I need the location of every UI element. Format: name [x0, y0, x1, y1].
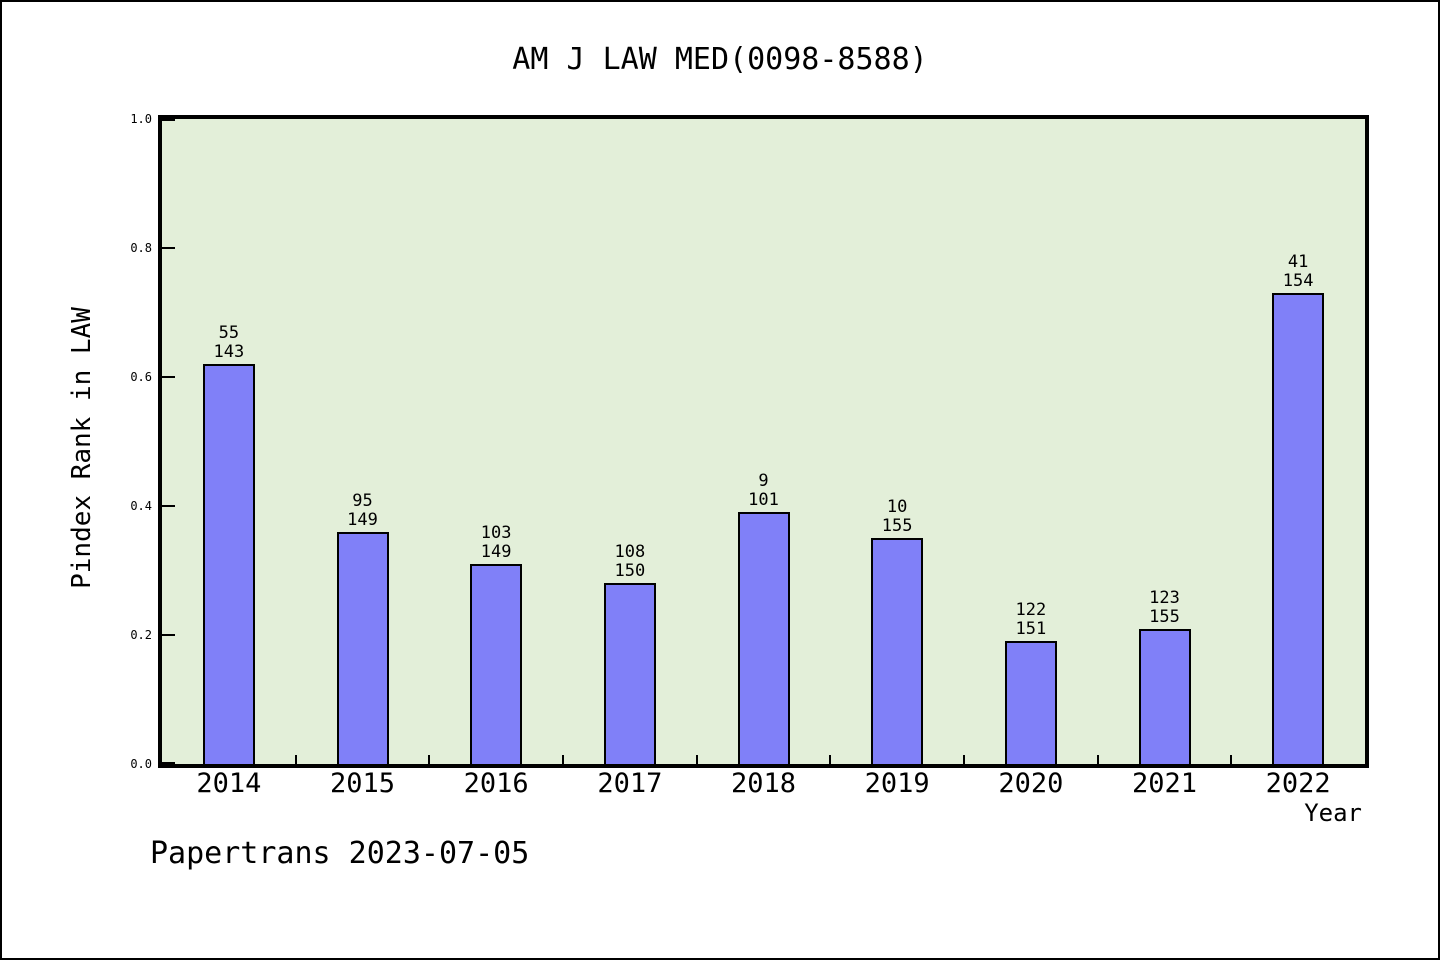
bar	[603, 583, 656, 764]
bar-total-value: 155	[1149, 607, 1180, 627]
x-axis-tick	[963, 755, 965, 764]
x-tick-label: 2018	[730, 768, 797, 799]
bar-value-label: 41 154	[1228, 253, 1368, 291]
bar	[871, 538, 924, 764]
bar-total-value: 150	[614, 561, 646, 581]
y-axis-tick	[162, 376, 175, 378]
bar-total-value: 143	[213, 342, 245, 362]
bar-total-value: 101	[748, 490, 779, 510]
bar	[336, 532, 389, 764]
bar	[1004, 641, 1057, 764]
y-tick-label: 0.6	[130, 370, 152, 384]
bar-value-label: 123 155	[1095, 589, 1235, 627]
bar-value-label: 95 149	[293, 492, 433, 530]
x-tick-label: 2016	[463, 768, 529, 799]
y-tick-label: 0.0	[130, 757, 152, 771]
x-tick-label: 2020	[998, 768, 1064, 799]
x-axis-tick	[562, 755, 564, 764]
bar-rank-value: 108	[614, 542, 646, 562]
y-tick-label: 0.2	[130, 628, 152, 642]
bar-total-value: 149	[347, 510, 378, 530]
bar-value-label: 103 149	[426, 524, 566, 562]
bar-total-value: 155	[881, 516, 913, 536]
bar-value-label: 10 155	[827, 498, 967, 536]
bar-rank-value: 103	[480, 523, 512, 543]
x-axis-title: Year	[1304, 799, 1362, 827]
chart-title: AM J LAW MED(0098-8588)	[512, 42, 928, 77]
bar-value-label: 108 150	[560, 543, 700, 581]
x-tick-label: 2022	[1265, 768, 1331, 799]
bar	[737, 512, 790, 764]
y-axis-tick	[162, 119, 175, 121]
x-tick-label: 2019	[864, 768, 930, 799]
x-tick-label: 2015	[329, 768, 396, 799]
bar-rank-value: 122	[1015, 600, 1047, 620]
bar-total-value: 154	[1282, 271, 1314, 291]
bar-value-label: 55 143	[159, 324, 299, 362]
x-axis-tick	[829, 755, 831, 764]
x-tick-label: 2014	[196, 768, 262, 799]
y-axis-tick	[162, 505, 175, 507]
x-axis-tick	[1230, 755, 1232, 764]
bar-value-label: 9 101	[694, 472, 834, 510]
x-tick-label: 2021	[1131, 768, 1198, 799]
y-axis-tick	[162, 634, 175, 636]
bar-rank-value: 95	[352, 491, 373, 511]
bar-rank-value: 41	[1287, 252, 1309, 272]
y-axis-title: Pindex Rank in LAW	[67, 307, 97, 589]
bar-rank-value: 123	[1149, 588, 1180, 608]
bar-value-label: 122 151	[961, 601, 1101, 639]
x-axis-tick	[428, 755, 430, 764]
bar	[470, 564, 523, 764]
bar	[1138, 629, 1191, 764]
y-tick-label: 1.0	[130, 112, 152, 126]
bar-rank-value: 9	[758, 471, 769, 491]
y-tick-label: 0.4	[130, 499, 152, 513]
x-axis-tick	[295, 755, 297, 764]
bar-rank-value: 10	[886, 497, 908, 517]
bar-rank-value: 55	[218, 323, 240, 343]
bar	[1272, 293, 1325, 764]
x-axis-tick	[1097, 755, 1099, 764]
x-axis-tick	[696, 755, 698, 764]
y-axis-tick	[162, 247, 175, 249]
y-axis-tick	[162, 762, 175, 764]
bar-total-value: 149	[480, 542, 512, 562]
y-tick-label: 0.8	[130, 241, 152, 255]
plot-area: 55 143 95 149 103 149 108 150 9 101 10 155 122 151 123…	[158, 115, 1369, 768]
bar	[202, 364, 255, 764]
watermark-text: Papertrans 2023-07-05	[150, 836, 530, 871]
bar-total-value: 151	[1015, 619, 1047, 639]
x-tick-label: 2017	[597, 768, 663, 799]
